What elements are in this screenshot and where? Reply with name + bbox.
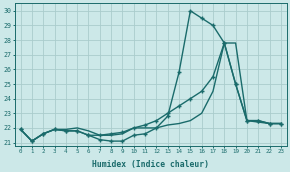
X-axis label: Humidex (Indice chaleur): Humidex (Indice chaleur) <box>92 159 209 169</box>
